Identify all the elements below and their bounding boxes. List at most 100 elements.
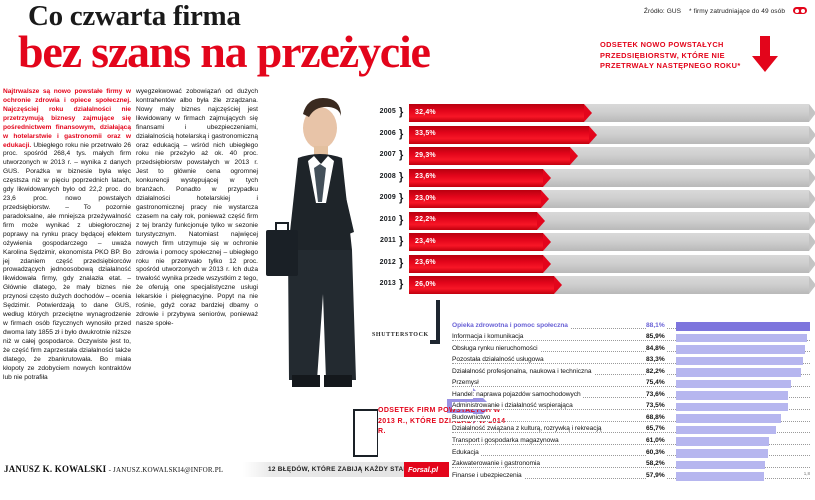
article-column-1-rest: Ubiegłego roku nie przetrwało 26 proc. s… <box>3 141 131 381</box>
chart-bar-value <box>409 125 597 144</box>
chart-track: 33,5% <box>409 125 815 144</box>
chart-row: 2006} 33,5% <box>362 125 815 148</box>
chart-value-label: 23,6% <box>415 259 436 266</box>
industry-name: Pozostała działalność usługowa <box>452 356 546 364</box>
chart-bar-value <box>409 147 578 165</box>
brace-icon: } <box>399 278 404 290</box>
leader-dots <box>452 432 810 434</box>
industry-bar-track <box>676 333 810 343</box>
industry-bar <box>676 437 769 446</box>
leader-dots <box>452 420 810 422</box>
industry-bar-track <box>676 472 810 481</box>
table-row: Budownictwo 68,8% <box>452 413 810 425</box>
industry-percent: 75,4% <box>646 379 667 387</box>
industry-percent: 58,2% <box>646 460 667 468</box>
chart-kicker-title: Odsetek nowo powstałych przedsiębiorstw,… <box>600 40 741 71</box>
industry-name: Działalność profesjonalna, naukowa i tec… <box>452 367 594 375</box>
table-row: Opieka zdrowotna i pomoc społeczna 88,1% <box>452 321 810 333</box>
leader-dots <box>452 478 810 480</box>
article-lede: Najtrwalsze są nowo powstałe firmy w och… <box>3 88 131 149</box>
industry-bar <box>676 356 803 366</box>
chart-year-label: 2007 <box>379 151 396 158</box>
industry-bar <box>676 402 788 412</box>
industry-bar <box>676 472 765 481</box>
chart-bar-value <box>409 276 563 294</box>
chart-year-label: 2005 <box>379 108 396 115</box>
chart-track: 23,6% <box>409 254 815 273</box>
chart-bar-value <box>409 104 592 122</box>
chart-year-label: 2012 <box>379 258 396 266</box>
businessman-photo <box>258 80 378 460</box>
chart-row: 2012} 23,6% <box>362 254 815 277</box>
brace-icon: } <box>399 170 404 183</box>
industry-bar-track <box>676 402 810 412</box>
chart-track: 23,0% <box>409 190 815 208</box>
leader-dots <box>452 385 810 387</box>
industry-bar-track <box>676 391 810 400</box>
byline-author: JANUSZ K. KOWALSKI <box>4 464 107 474</box>
chart-year-label: 2011 <box>380 237 396 244</box>
chart-value-label: 22,2% <box>415 216 436 223</box>
brace-icon: } <box>399 149 404 161</box>
industry-bar <box>676 345 805 354</box>
table-row: Handel: naprawa pojazdów samochodowych 73… <box>452 390 810 402</box>
brace-icon: } <box>399 256 404 269</box>
chart-track: 23,4% <box>409 233 815 251</box>
article-column-1: Najtrwalsze są nowo powstałe firmy w och… <box>3 88 131 382</box>
table-row: Przemysł 75,4% <box>452 379 810 391</box>
table-row: Działalność profesjonalna, naukowa i tec… <box>452 367 810 379</box>
leader-dots <box>452 466 810 468</box>
industry-bar-track <box>676 379 810 389</box>
industry-percent: 82,2% <box>646 367 667 375</box>
table-row: Działalność związana z kulturą, rozrywką… <box>452 425 810 437</box>
industry-percent: 57,9% <box>646 471 667 479</box>
industry-name: Działalność związana z kulturą, rozrywką… <box>452 425 604 433</box>
industry-name: Handel: naprawa pojazdów samochodowych <box>452 390 583 398</box>
chart-bar-value <box>409 254 552 273</box>
industry-percent: 83,3% <box>646 356 667 364</box>
industry-percent: 73,6% <box>646 390 667 398</box>
industry-percent: 60,3% <box>646 448 667 456</box>
industry-name: Administrowanie i działalność wspierając… <box>452 402 575 410</box>
industry-bar-track <box>676 437 810 446</box>
table-row: Informacja i komunikacja 85,9% <box>452 333 810 345</box>
forsal-logo-label: Forsal.pl <box>408 465 438 475</box>
table-row: Zakwaterowanie i gastronomia 58,2% <box>452 460 810 472</box>
industry-name: Finanse i ubezpieczenia <box>452 471 524 479</box>
leader-dots <box>452 397 810 399</box>
forsal-logo[interactable]: Forsal.pl <box>404 462 449 477</box>
photo-credit: SHUTTERSTOCK <box>372 332 429 338</box>
chart-track: 29,3% <box>409 147 815 165</box>
industry-bar-track <box>676 368 810 377</box>
industry-bar-track <box>676 345 810 354</box>
article-column-2-text: wyegzekwować zobowiązań od dużych kontra… <box>136 88 258 327</box>
chart-row: 2008} 23,6% <box>362 168 815 191</box>
industry-name: Zakwaterowanie i gastronomia <box>452 460 543 468</box>
leader-dots <box>452 443 810 445</box>
byline: JANUSZ K. KOWALSKI - JANUSZ.KOWALSKI4@IN… <box>4 464 223 474</box>
industry-bar-track <box>676 425 810 435</box>
step-bar-chart: 2005} 32,4% 2006} 33,5% 2007} 29,3% 2008} 23,6%… <box>362 104 815 304</box>
chart-track: 22,2% <box>409 211 815 230</box>
chart-bar-value <box>409 211 545 230</box>
industry-percent: 68,8% <box>646 413 667 421</box>
chart-track: 26,0% <box>409 276 815 294</box>
industry-bar <box>676 425 776 435</box>
brace-icon: } <box>399 106 404 118</box>
chart-year-label: 2013 <box>379 280 396 287</box>
chart-year-label: 2006 <box>379 129 396 137</box>
chart-row: 2013} 26,0% <box>362 276 815 298</box>
chart-row: 2007} 29,3% <box>362 147 815 169</box>
table-row: Pozostała działalność usługowa 83,3% <box>452 356 810 368</box>
industry-name: Transport i gospodarka magazynowa <box>452 436 561 444</box>
table-row: Obsługa rynku nieruchomości 84,8% <box>452 344 810 356</box>
industry-survival-table: Opieka zdrowotna i pomoc społeczna 88,1% I… <box>452 321 810 483</box>
chart-value-label: 26,0% <box>415 280 436 288</box>
industry-bar <box>676 449 768 458</box>
table-row: Edukacja 60,3% <box>452 448 810 460</box>
industry-bar <box>676 368 802 377</box>
industry-name: Edukacja <box>452 448 481 456</box>
industry-percent: 84,8% <box>646 344 667 352</box>
chart-row: 2009} 23,0% <box>362 190 815 212</box>
